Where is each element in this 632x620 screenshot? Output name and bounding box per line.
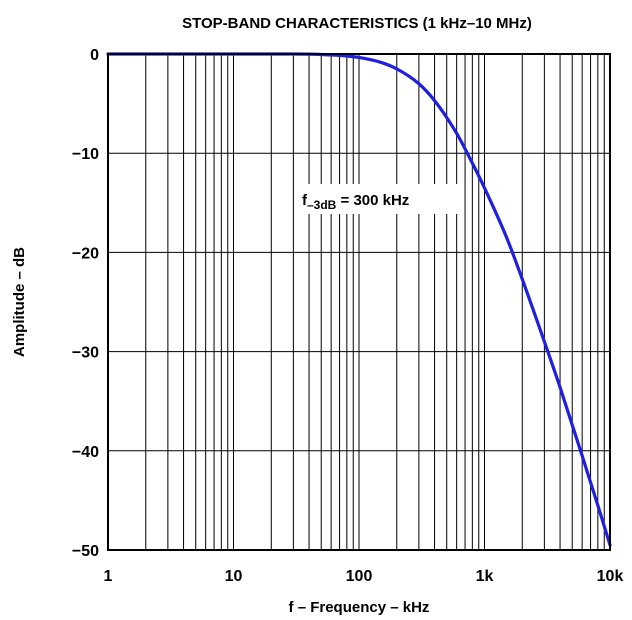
plot-frame — [107, 53, 611, 551]
x-tick-label: 1 — [104, 568, 113, 585]
y-axis-label: Amplitude – dB — [11, 247, 28, 357]
y-tick-label: −20 — [72, 245, 99, 262]
x-tick-label: 100 — [346, 568, 373, 585]
x-tick-label: 10k — [597, 568, 624, 585]
x-tick-label: 10 — [225, 568, 243, 585]
annotation-background — [298, 184, 458, 214]
y-tick-label: −40 — [72, 444, 99, 461]
cutoff-annotation: f–3dB = 300 kHz — [302, 192, 409, 212]
y-tick-label: 0 — [90, 47, 99, 64]
y-tick-label: −50 — [72, 543, 99, 560]
y-tick-labels: 0 −10 −20 −30 −40 −50 — [72, 47, 99, 560]
y-tick-label: −30 — [72, 345, 99, 362]
grid-lines — [108, 54, 610, 550]
chart-title: STOP-BAND CHARACTERISTICS (1 kHz–10 MHz) — [182, 15, 532, 32]
x-tick-label: 1k — [476, 568, 494, 585]
x-tick-labels: 1 10 100 1k 10k — [104, 568, 624, 585]
x-axis-label: f – Frequency – kHz — [289, 599, 430, 616]
annotation-value: = 300 kHz — [336, 192, 409, 209]
annotation-subscript: –3dB — [307, 198, 337, 212]
annotation-f: f — [302, 192, 308, 209]
y-tick-label: −10 — [72, 146, 99, 163]
